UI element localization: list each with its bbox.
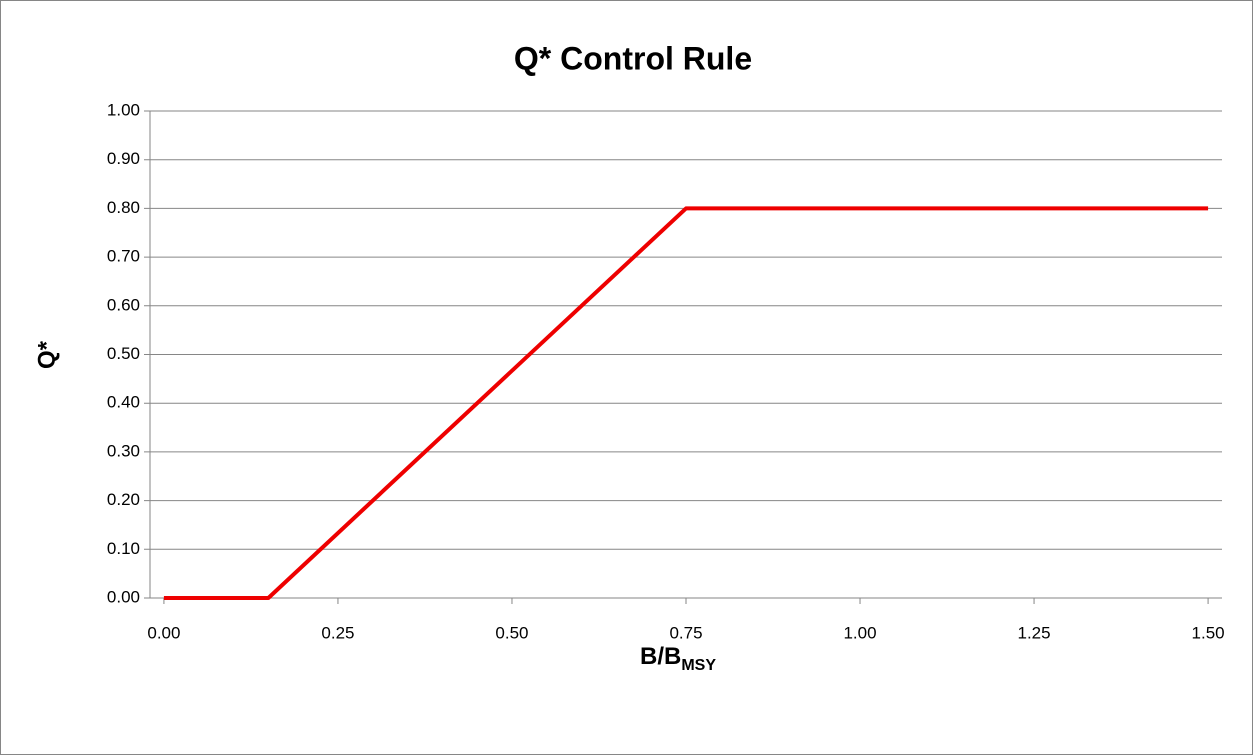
- x-axis-label: B/BMSY: [640, 643, 716, 674]
- x-tick-label: 0.75: [669, 623, 702, 642]
- chart-title: Q* Control Rule: [514, 40, 752, 76]
- x-tick-label: 1.25: [1018, 623, 1051, 642]
- y-tick-label: 0.20: [107, 490, 140, 509]
- x-tick-label: 0.50: [495, 623, 528, 642]
- y-tick-label: 0.50: [107, 344, 140, 363]
- y-tick-label: 0.90: [107, 149, 140, 168]
- y-tick-label: 0.40: [107, 393, 140, 412]
- x-tick-label: 0.25: [321, 623, 354, 642]
- y-tick-label: 0.30: [107, 441, 140, 460]
- y-tick-label: 0.70: [107, 247, 140, 266]
- y-tick-label: 0.00: [107, 587, 140, 606]
- y-tick-label: 0.60: [107, 295, 140, 314]
- y-axis-label: Q*: [33, 340, 60, 369]
- y-tick-label: 0.80: [107, 198, 140, 217]
- x-tick-label: 0.00: [147, 623, 180, 642]
- x-tick-label: 1.50: [1192, 623, 1225, 642]
- x-axis-label-subscript: MSY: [681, 657, 716, 674]
- x-tick-label: 1.00: [843, 623, 876, 642]
- x-axis-label-main: B/B: [640, 643, 681, 670]
- y-tick-label: 0.10: [107, 539, 140, 558]
- y-tick-label: 1.00: [107, 100, 140, 119]
- data-line: [163, 206, 1209, 600]
